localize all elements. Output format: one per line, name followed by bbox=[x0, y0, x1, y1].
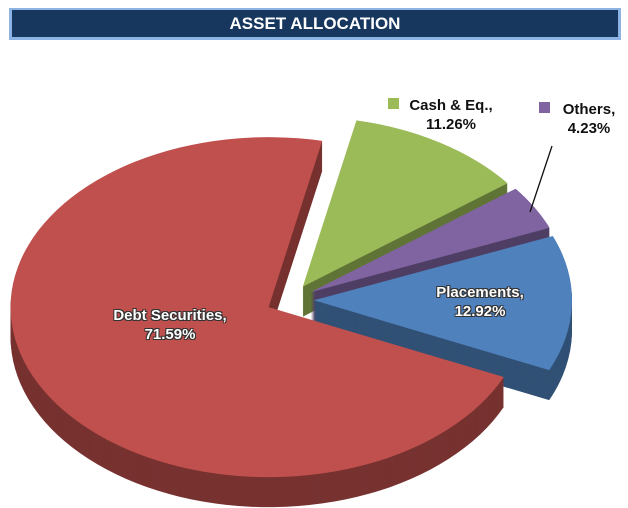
category-label: Placements, bbox=[436, 284, 524, 301]
slice bbox=[302, 120, 508, 287]
category-label: Others, bbox=[562, 101, 616, 118]
data-label: Placements, 12.92% bbox=[425, 283, 535, 321]
category-label: Cash & Eq., bbox=[409, 97, 493, 114]
data-label: Cash & Eq., 11.26% bbox=[395, 96, 507, 134]
legend-key bbox=[388, 98, 399, 109]
slice bbox=[10, 137, 504, 478]
data-label: Others, 4.23% bbox=[545, 100, 628, 138]
data-label: Debt Securities, 71.59% bbox=[110, 306, 230, 344]
legend-key bbox=[539, 102, 550, 113]
slice bbox=[310, 188, 550, 293]
value-label: 71.59% bbox=[144, 326, 196, 343]
category-label: Debt Securities, bbox=[113, 307, 227, 324]
leader-line bbox=[529, 145, 553, 213]
value-label: 11.26% bbox=[425, 116, 477, 133]
slice bbox=[313, 235, 572, 371]
value-label: 4.23% bbox=[567, 120, 611, 137]
value-label: 12.92% bbox=[454, 303, 506, 320]
chart-title: ASSET ALLOCATION bbox=[9, 8, 621, 40]
